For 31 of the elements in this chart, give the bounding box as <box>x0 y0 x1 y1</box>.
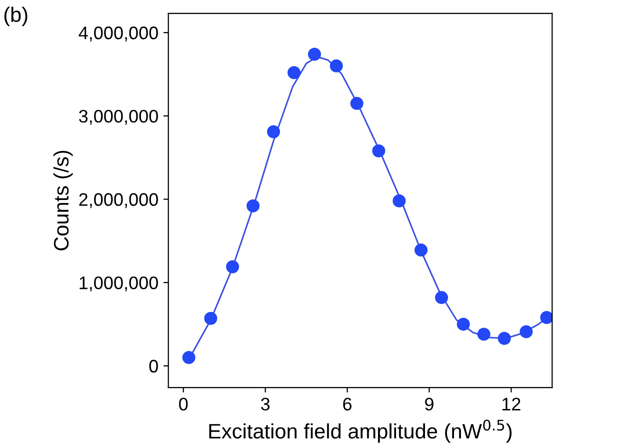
point <box>182 351 196 364</box>
point <box>308 48 322 61</box>
x-tick-label: 12 <box>502 398 520 410</box>
point <box>414 244 428 257</box>
x-axis-title: Excitation field amplitude (nW$^{0.5}$) <box>209 420 512 443</box>
y-tick-label: 0 <box>149 360 158 373</box>
point <box>435 291 448 304</box>
point <box>226 260 240 274</box>
y-tick-label: 4,000,000 <box>78 26 158 42</box>
y-tick-label: 2,000,000 <box>79 193 158 208</box>
x-tick-label: 6 <box>343 398 352 411</box>
point <box>477 328 490 341</box>
point <box>330 59 343 72</box>
point <box>520 325 533 338</box>
y-axis-title: Counts (/s) <box>53 150 73 250</box>
point <box>350 96 364 110</box>
x-tick-label: 3 <box>261 398 270 411</box>
point <box>204 312 218 325</box>
point <box>288 66 301 80</box>
point <box>456 318 470 331</box>
point <box>246 199 260 212</box>
y-tick-label: 1,000,000 <box>80 276 158 292</box>
point <box>267 125 280 138</box>
y-tick-label: 3,000,000 <box>79 110 158 125</box>
point <box>540 311 552 324</box>
point <box>392 194 406 208</box>
point <box>498 332 511 345</box>
x-tick-label: 9 <box>425 398 434 411</box>
point <box>372 144 386 158</box>
text: (b) <box>4 6 28 26</box>
x-tick-label: 0 <box>179 398 188 411</box>
